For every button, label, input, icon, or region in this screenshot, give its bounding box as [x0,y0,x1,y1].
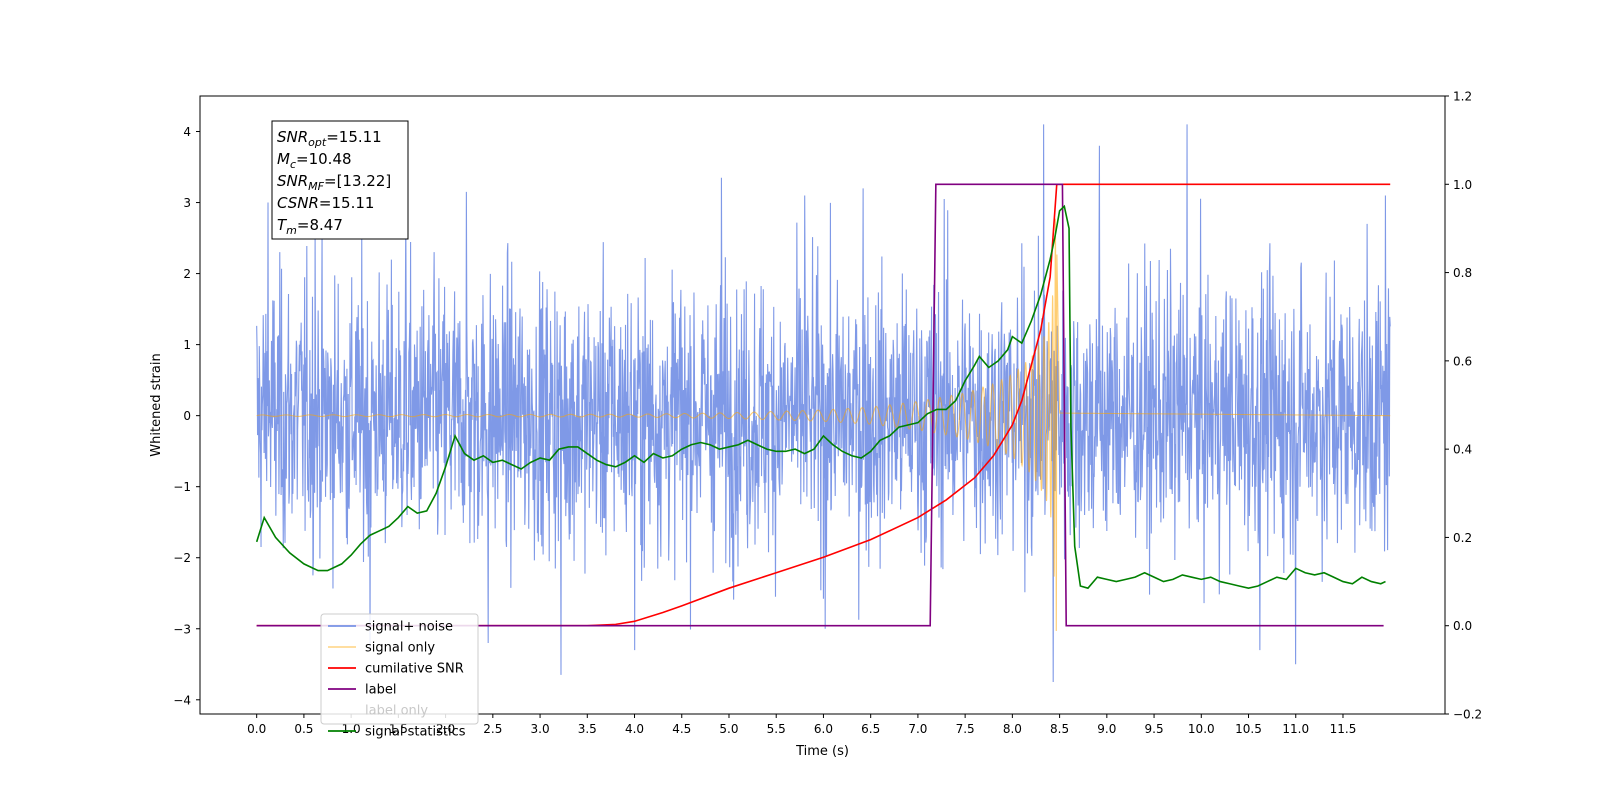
x-tick-label: 5.5 [767,722,786,736]
y-tick-label: 2 [183,267,191,281]
y-tick-label: −4 [173,693,191,707]
x-axis-label: Time (s) [795,744,849,759]
x-tick-label: 4.5 [672,722,691,736]
annotation-frame [271,120,409,240]
x-tick-label: 3.0 [531,722,550,736]
x-tick-label: 8.5 [1050,722,1069,736]
y-tick-label: 4 [183,125,191,139]
signal-only-series [256,218,1391,632]
y2-tick-label: 1.2 [1453,90,1472,104]
x-tick-label: 6.0 [814,722,833,736]
signal-noise-line [256,124,1391,683]
y-axis-left: −4 −3 −2 −1 0 1 2 3 4 [173,125,200,707]
annotation-line: Tm=8.47 [277,216,343,237]
x-tick-label: 6.5 [861,722,880,736]
x-tick-label: 0.5 [294,722,313,736]
y2-tick-label: 0.2 [1453,531,1472,545]
x-tick-label: 10.0 [1188,722,1215,736]
x-tick-label: 1.5 [389,722,408,736]
y2-tick-label: 0.0 [1453,619,1472,633]
x-tick-label: 2.5 [483,722,502,736]
signal-only-line [256,218,1391,632]
x-tick-label: 7.0 [908,722,927,736]
x-tick-label: 11.5 [1330,722,1357,736]
y-tick-label: −1 [173,480,191,494]
x-tick-label: 7.5 [956,722,975,736]
y-tick-label: −2 [173,551,191,565]
y-tick-label: 3 [183,196,191,210]
y2-tick-label: 0.8 [1453,266,1472,280]
x-tick-label: 9.5 [1145,722,1164,736]
cumilative-snr-line [256,183,1391,627]
y2-tick-label: 1.0 [1453,178,1472,192]
x-tick-label: 3.5 [578,722,597,736]
label-line [256,183,1384,627]
annotation-line: CSNR=15.11 [277,194,374,212]
legend: signal+ noise signal only cumilative SNR la… [320,613,479,740]
legend-frame [320,613,479,725]
signal-noise-series [256,124,1391,683]
x-tick-label: 4.0 [625,722,644,736]
axes-frame [199,95,1446,715]
x-tick-label: 5.0 [719,722,738,736]
legend-entry: signal only [365,641,435,656]
y-tick-label: −3 [173,622,191,636]
y2-tick-label: 0.6 [1453,354,1472,368]
y2-tick-label: 0.4 [1453,443,1472,457]
y-tick-label: 0 [183,409,191,423]
right-axis-series [255,183,1391,627]
annotation-line: Mc=10.48 [277,150,352,171]
x-tick-label: 11.0 [1282,722,1309,736]
y-axis-label: Whitened strain [149,353,164,456]
metrics-annotation-box: SNRopt=15.11Mc=10.48SNRMF=[13.22]CSNR=15… [271,120,409,240]
legend-entry: label [365,683,396,698]
x-tick-label: 9.0 [1097,722,1116,736]
annotation-line: SNRopt=15.11 [277,128,382,149]
x-tick-label: 2.0 [436,722,455,736]
y2-tick-label: −0.2 [1453,708,1482,722]
signal-statistics-line [255,204,1386,590]
legend-entry: signal statistics [365,725,466,740]
legend-entry: signal+ noise [365,620,453,635]
legend-entry: cumilative SNR [365,662,464,677]
x-tick-label: 8.0 [1003,722,1022,736]
annotation-line: SNRMF=[13.22] [277,172,391,193]
x-tick-label: 0.0 [247,722,266,736]
y-tick-label: 1 [183,338,191,352]
legend-entry: label only [365,704,428,719]
x-tick-label: 10.5 [1235,722,1262,736]
x-tick-label: 1.0 [342,722,361,736]
x-axis: 0.0 0.5 1.0 1.5 2.0 2.5 3.0 3.5 4.0 4.5 5.0 5.5 6.0 6… [247,714,1356,736]
y-axis-right: −0.2 0.0 0.2 0.4 0.6 0.8 1.0 1.2 [1445,90,1482,722]
